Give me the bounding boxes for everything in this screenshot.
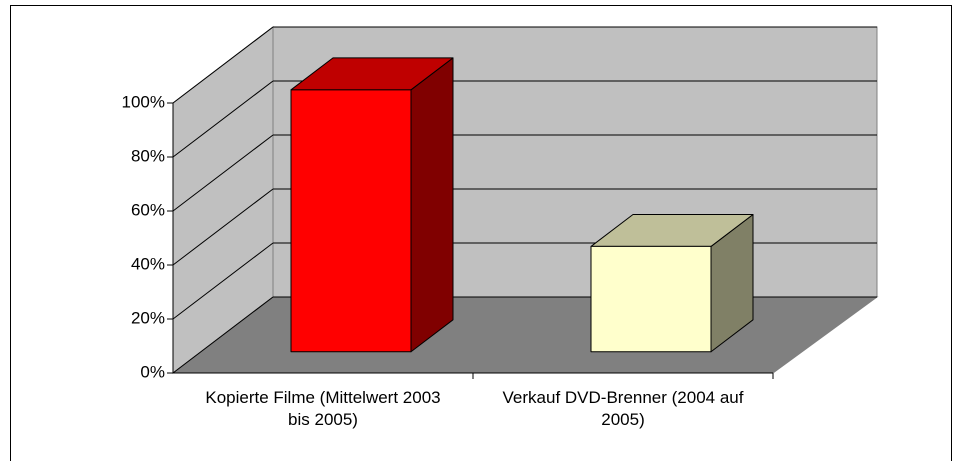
y-tick-label: 100% — [122, 92, 165, 111]
chart-border — [10, 5, 952, 461]
y-tick-label: 40% — [131, 254, 165, 273]
x-tick-label: Verkauf DVD-Brenner (2004 auf 2005) — [502, 388, 744, 429]
y-tick-label: 20% — [131, 308, 165, 327]
grid-line — [172, 188, 274, 266]
y-tick-label: 80% — [131, 146, 165, 165]
bar — [590, 214, 754, 353]
y-tick-label: 60% — [131, 200, 165, 219]
bar-side — [410, 57, 454, 353]
grid-line — [172, 80, 274, 158]
y-tick-label: 0% — [140, 362, 165, 381]
floor — [171, 296, 879, 374]
grid-line — [172, 26, 274, 104]
bar-front — [590, 245, 712, 353]
grid-line — [172, 134, 274, 212]
grid-line — [172, 242, 274, 320]
bar — [290, 57, 454, 353]
bar-front — [290, 89, 412, 353]
grid-line — [172, 296, 274, 374]
x-tick-label: Kopierte Filme (Mittelwert 2003 bis 2005… — [205, 388, 441, 429]
